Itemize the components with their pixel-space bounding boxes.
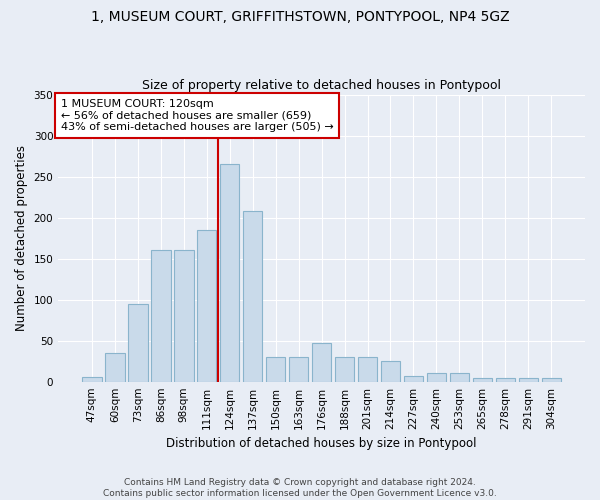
Bar [289,357,308,382]
Title: Size of property relative to detached houses in Pontypool: Size of property relative to detached ho… [142,79,501,92]
Bar [243,211,262,382]
Bar [542,378,561,382]
Bar [335,357,355,382]
Bar [174,250,194,382]
Text: 1 MUSEUM COURT: 120sqm
← 56% of detached houses are smaller (659)
43% of semi-de: 1 MUSEUM COURT: 120sqm ← 56% of detached… [61,99,334,132]
Bar [496,378,515,382]
Bar [381,361,400,382]
Bar [312,343,331,382]
Bar [151,250,170,382]
Bar [105,353,125,382]
Bar [404,376,423,382]
Bar [473,378,492,382]
Bar [518,378,538,382]
Text: 1, MUSEUM COURT, GRIFFITHSTOWN, PONTYPOOL, NP4 5GZ: 1, MUSEUM COURT, GRIFFITHSTOWN, PONTYPOO… [91,10,509,24]
Bar [197,230,217,382]
Bar [449,374,469,382]
X-axis label: Distribution of detached houses by size in Pontypool: Distribution of detached houses by size … [166,437,477,450]
Bar [220,164,239,382]
Bar [358,357,377,382]
Y-axis label: Number of detached properties: Number of detached properties [15,145,28,331]
Bar [128,304,148,382]
Text: Contains HM Land Registry data © Crown copyright and database right 2024.
Contai: Contains HM Land Registry data © Crown c… [103,478,497,498]
Bar [82,377,101,382]
Bar [266,357,286,382]
Bar [427,374,446,382]
